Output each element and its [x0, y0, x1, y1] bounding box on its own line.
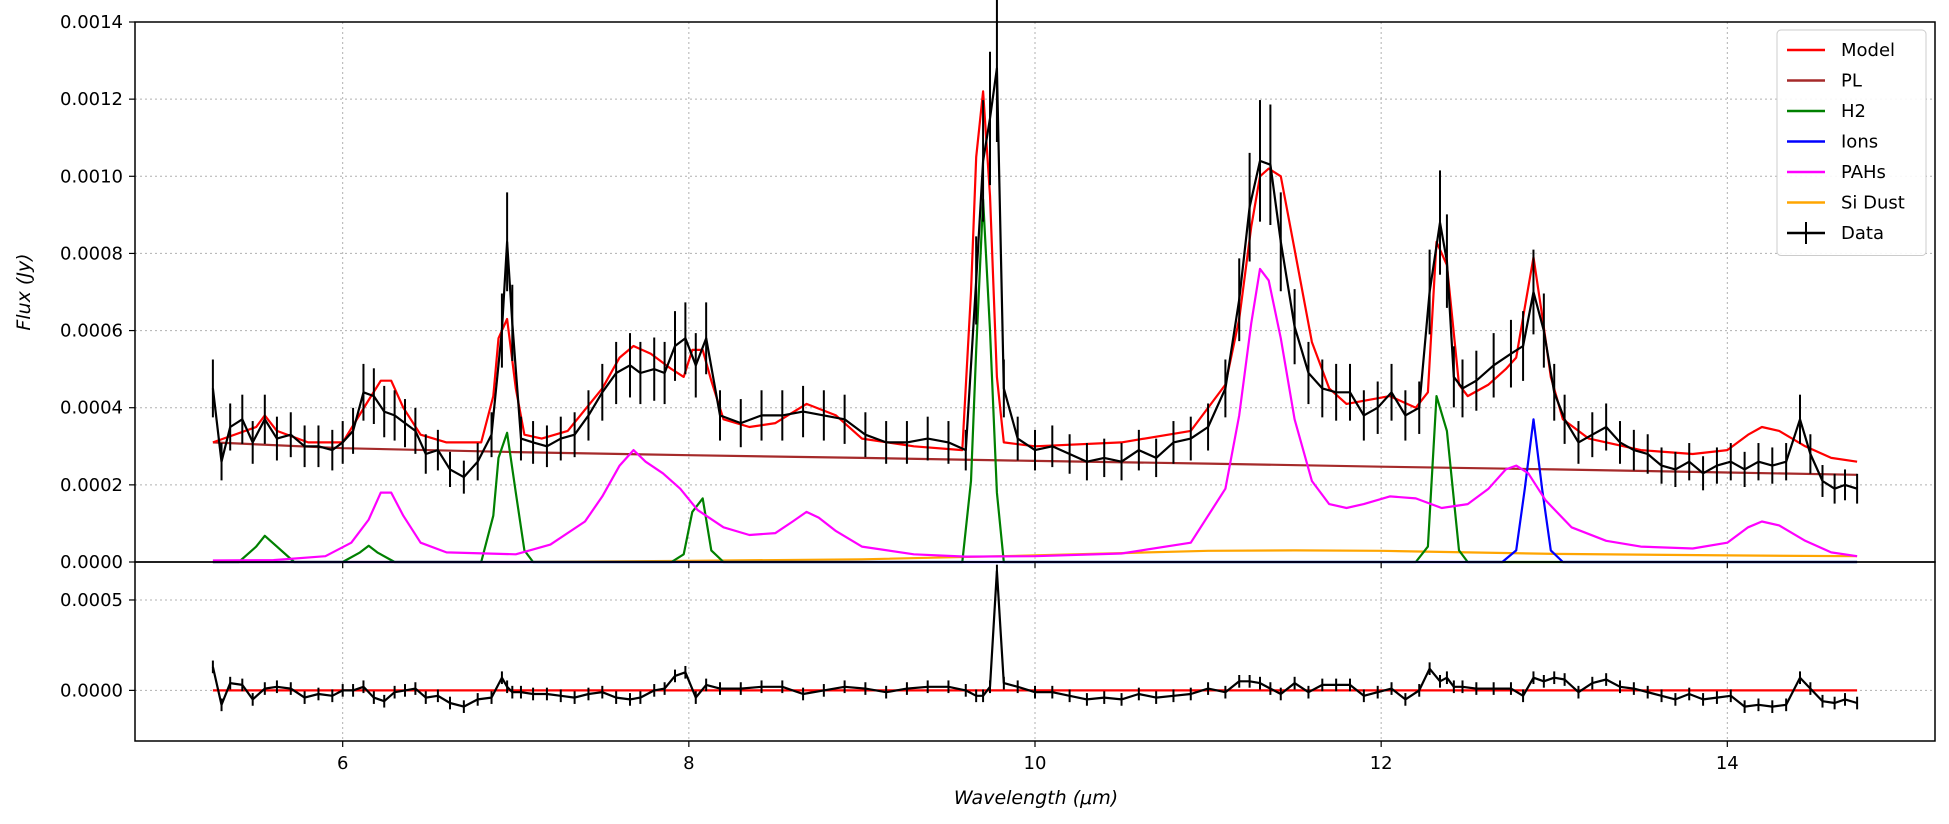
legend-label-h2: H2 [1841, 101, 1866, 122]
top-y-tick-label: 0.0014 [60, 12, 123, 33]
legend-label-data: Data [1841, 223, 1884, 244]
x-tick-label: 12 [1370, 753, 1393, 774]
legend-label-si-dust: Si Dust [1841, 193, 1905, 214]
series-model-line [212, 90, 1858, 463]
bottom-y-tick-label: 0.0005 [60, 590, 123, 611]
x-tick-label: 8 [683, 753, 694, 774]
legend-label-model: Model [1841, 40, 1895, 61]
top-y-tick-label: 0.0008 [60, 243, 123, 264]
top-y-tick-label: 0.0000 [60, 552, 123, 573]
bottom-panel-series [211, 564, 1859, 713]
top-y-tick-label: 0.0012 [60, 89, 123, 110]
legend-label-pahs: PAHs [1841, 162, 1886, 183]
legend-item-model: Model [1787, 40, 1895, 61]
top-y-tick-label: 0.0004 [60, 398, 123, 419]
x-tick-label: 10 [1024, 753, 1047, 774]
x-axis-title: Wavelength (μm) [954, 787, 1118, 809]
series-data-line [211, 67, 1858, 490]
series-residual-line [211, 569, 1858, 708]
y-axis-title: Flux (Jy) [13, 253, 35, 330]
top-y-tick-label: 0.0006 [60, 321, 123, 342]
legend-label-ions: Ions [1841, 132, 1878, 153]
legend-label-pl: PL [1841, 71, 1862, 92]
top-y-tick-label: 0.0010 [60, 166, 123, 187]
legend-item-data: Data [1787, 222, 1884, 244]
legend-item-h2: H2 [1787, 101, 1866, 122]
legend: Model PL H2 Ions PAHs Si Dust Data [1776, 29, 1927, 256]
bottom-panel-axes: 0.0000 0.0005 6 8 10 12 14 [60, 561, 1936, 774]
x-tick-label: 14 [1716, 753, 1739, 774]
legend-item-si-dust: Si Dust [1787, 193, 1905, 214]
legend-item-ions: Ions [1787, 132, 1878, 153]
top-y-tick-label: 0.0002 [60, 475, 123, 496]
bottom-panel-grid [135, 562, 1935, 741]
top-panel-grid [135, 21, 1935, 563]
series-pahs-line [212, 267, 1858, 562]
legend-item-pahs: PAHs [1787, 162, 1886, 183]
legend-box [1776, 29, 1927, 256]
legend-item-pl: PL [1787, 71, 1862, 92]
top-panel-axes: 0.0000 0.0002 0.0004 0.0006 0.0008 0.0010 0.00… [60, 12, 1936, 573]
x-tick-label: 6 [337, 753, 348, 774]
bottom-y-tick-label: 0.0000 [60, 680, 123, 701]
